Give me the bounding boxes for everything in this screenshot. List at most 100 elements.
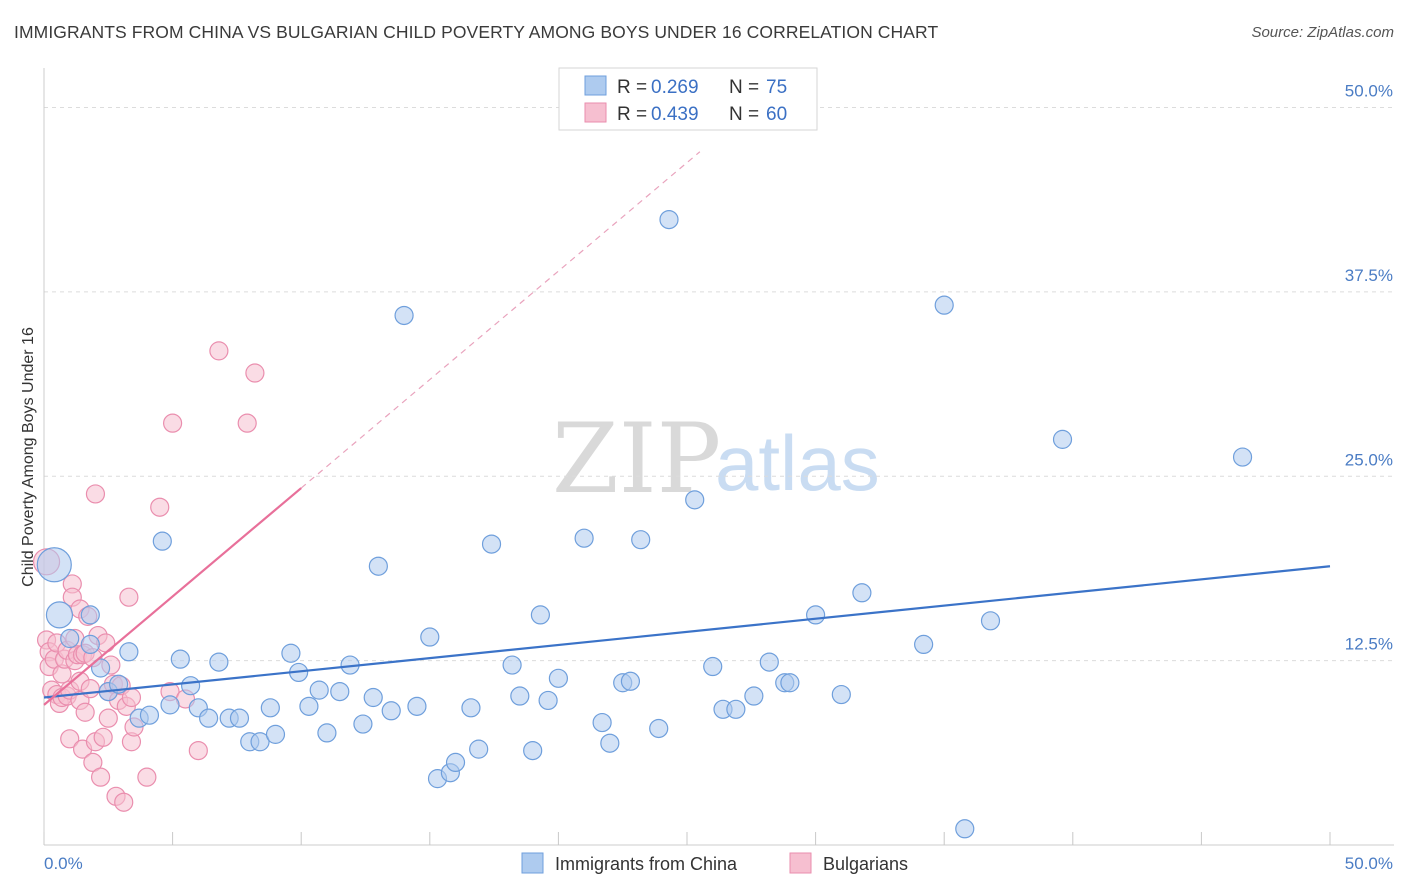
china-point xyxy=(90,658,111,678)
china-point xyxy=(574,528,594,548)
china-point xyxy=(445,752,466,773)
china-point xyxy=(980,611,1001,631)
y-tick-label: 25.0% xyxy=(1345,450,1393,469)
china-point xyxy=(805,605,826,625)
china-point xyxy=(363,687,383,708)
china-point xyxy=(80,605,100,625)
bulgarians-point xyxy=(85,484,106,504)
y-tick-labels: 12.5% 25.0% 37.5% 50.0% xyxy=(1345,82,1393,654)
china-point xyxy=(36,547,72,583)
bulgarians-point xyxy=(137,767,157,787)
series-legend: Immigrants from China Bulgarians xyxy=(521,852,908,874)
china-point xyxy=(80,634,100,655)
china-point xyxy=(649,718,669,739)
china-point xyxy=(1232,447,1253,467)
china-point xyxy=(265,724,286,744)
bulgarians-point xyxy=(75,702,95,722)
china-point xyxy=(914,634,934,655)
china-point xyxy=(160,695,180,715)
china-point xyxy=(659,210,679,230)
china-point xyxy=(934,295,954,315)
china-trend-line xyxy=(43,565,1331,699)
china-point xyxy=(330,681,350,702)
bulgarians-point xyxy=(60,729,80,749)
china-point xyxy=(209,652,229,672)
legend-swatch-china xyxy=(584,75,607,96)
china-point xyxy=(548,668,569,688)
bulgarians-points xyxy=(32,341,265,812)
china-points xyxy=(36,210,1253,839)
china-point xyxy=(199,708,219,728)
china-point xyxy=(60,628,80,649)
china-point xyxy=(152,531,172,551)
china-point xyxy=(309,680,329,700)
legend-n-label-china: N = xyxy=(729,77,759,98)
legend-r-value-bulgarians: 0.439 xyxy=(651,104,699,125)
bulgarians-point xyxy=(119,587,139,607)
bulgarians-point xyxy=(114,792,134,812)
axes xyxy=(43,68,1394,846)
china-point xyxy=(502,655,522,675)
bottom-legend-swatch-bulgarians xyxy=(789,852,812,874)
china-point xyxy=(481,534,502,554)
legend-r-value-china: 0.269 xyxy=(651,77,699,98)
trend-lines xyxy=(43,151,1331,706)
china-point xyxy=(744,686,764,706)
china-point xyxy=(260,698,280,718)
y-tick-label: 12.5% xyxy=(1345,635,1393,654)
china-point xyxy=(353,714,373,734)
source-credit: Source: ZipAtlas.com xyxy=(1251,24,1394,41)
bulgarians-point xyxy=(163,413,183,433)
china-point xyxy=(299,696,319,716)
china-point xyxy=(592,712,612,733)
watermark: ZIP atlas xyxy=(552,403,880,515)
china-point xyxy=(250,732,270,752)
grid-lines xyxy=(44,107,1394,662)
bottom-legend-label-china: Immigrants from China xyxy=(555,854,738,874)
bottom-legend-label-bulgarians: Bulgarians xyxy=(823,854,908,874)
china-point xyxy=(831,684,851,705)
y-tick-label: 50.0% xyxy=(1345,82,1393,101)
bulgarians-point xyxy=(83,752,103,773)
bulgarians-point xyxy=(209,341,229,361)
china-point xyxy=(620,671,641,691)
china-point xyxy=(394,305,414,326)
bottom-legend-swatch-china xyxy=(521,852,544,874)
china-point xyxy=(407,696,427,716)
china-point xyxy=(523,740,543,761)
x-ticks xyxy=(43,832,1331,845)
china-point xyxy=(780,673,800,693)
bulgarians-point xyxy=(188,740,208,761)
bulgarians-point xyxy=(150,497,170,517)
legend-n-value-china: 75 xyxy=(766,77,787,98)
china-point xyxy=(181,676,201,696)
china-point xyxy=(368,556,388,576)
y-tick-label: 37.5% xyxy=(1345,266,1393,285)
legend-n-label-bulgarians: N = xyxy=(729,104,759,125)
china-point xyxy=(726,699,746,719)
bulgarians-point xyxy=(237,413,257,433)
china-point xyxy=(759,652,779,672)
china-point xyxy=(1052,429,1073,449)
bulgarians-trend-extension xyxy=(300,151,701,489)
bulgarians-point xyxy=(93,727,113,747)
chart-title: IMMIGRANTS FROM CHINA VS BULGARIAN CHILD… xyxy=(14,22,939,42)
legend-swatch-bulgarians xyxy=(584,102,607,123)
china-point xyxy=(530,605,550,625)
watermark-atlas: atlas xyxy=(715,419,880,507)
x-tick-label-min: 0.0% xyxy=(44,854,83,873)
china-point xyxy=(955,819,975,839)
china-point xyxy=(420,627,440,647)
legend-n-value-bulgarians: 60 xyxy=(766,104,787,125)
x-tick-label-max: 50.0% xyxy=(1345,854,1393,873)
bulgarians-point xyxy=(98,708,118,728)
china-point xyxy=(45,601,74,629)
china-point xyxy=(461,698,481,718)
legend-r-label-bulgarians: R = xyxy=(617,104,647,125)
china-point xyxy=(469,739,489,759)
china-point xyxy=(685,490,705,510)
china-point xyxy=(538,690,558,711)
china-point xyxy=(703,656,723,677)
china-point xyxy=(229,708,250,728)
